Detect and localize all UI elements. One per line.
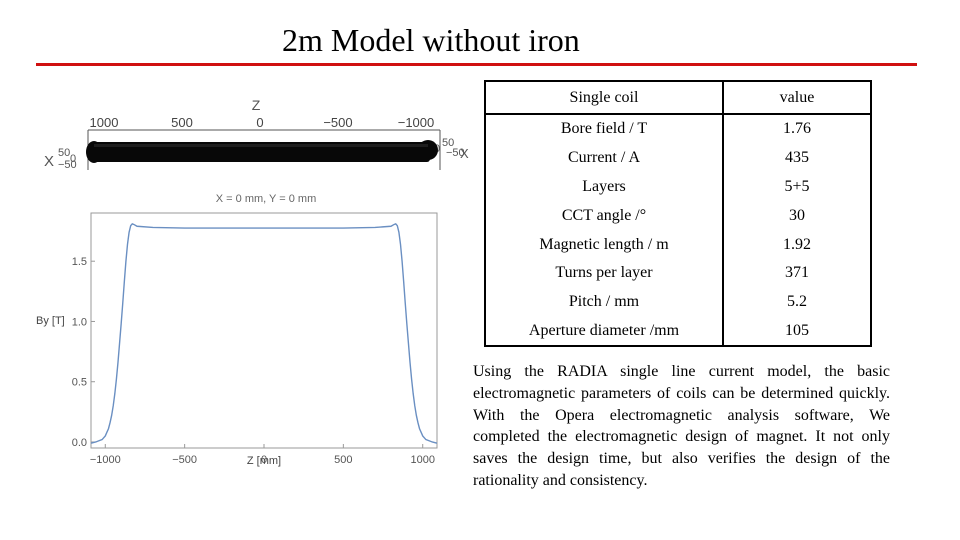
x-tick-label: 0: [261, 454, 267, 466]
param-name: Current / A: [485, 143, 724, 173]
coil-tick-label: 500: [171, 115, 193, 130]
table-header-row: Single coil value: [485, 81, 871, 115]
y-axis-label: By [T]: [36, 315, 65, 327]
param-value: 1.76: [783, 120, 811, 138]
series-line: [90, 223, 438, 444]
coil-right-axis-label: X: [460, 146, 469, 161]
param-name: Layers: [485, 172, 724, 202]
param-name: Pitch / mm: [485, 287, 724, 317]
y-tick-label: 0.0: [72, 437, 87, 449]
table-header-cell: Single coil: [485, 81, 724, 115]
coil-tick-label: 1000: [90, 115, 119, 130]
param-name: CCT angle /°: [485, 201, 724, 231]
x-tick-label: −500: [172, 454, 197, 466]
param-value: 5+5: [784, 177, 810, 195]
param-value: 435: [785, 149, 809, 167]
param-value: 371: [785, 264, 809, 282]
coil-tick-label: 0: [256, 115, 263, 130]
table-row: Layers 5+5: [485, 172, 871, 202]
parameter-table: Single coil value Bore field / T 1.76 Cur…: [484, 80, 872, 348]
x-tick-label: −1000: [90, 454, 121, 466]
table-row: Current / A 435: [485, 143, 871, 173]
plot-frame: [90, 212, 438, 449]
coil-right-tick: −50: [446, 147, 465, 159]
param-name: Bore field / T: [485, 114, 724, 144]
y-tick-label: 1.0: [72, 316, 87, 328]
coil-left-tick: −50: [58, 159, 77, 171]
y-tick-label: 0.5: [72, 377, 87, 389]
table-row: Aperture diameter /mm 105: [485, 316, 871, 347]
title-rule: [36, 63, 917, 66]
coil-winding-end: [418, 140, 438, 160]
x-axis-label: Z [mm]: [247, 455, 281, 467]
coil-left-tick: 50: [58, 147, 70, 159]
slide-title: 2m Model without iron: [282, 22, 580, 58]
table-row: CCT angle /° 30: [485, 201, 871, 231]
chart-title: X = 0 mm, Y = 0 mm: [216, 193, 316, 205]
table-row: Turns per layer 371: [485, 258, 871, 288]
table-header-cell: value: [723, 81, 871, 115]
coil-tick-label: −500: [323, 115, 352, 130]
coil-right-tick: 50: [442, 137, 454, 149]
y-tick-label: 1.5: [72, 256, 87, 268]
coil-left-axis-label: X: [44, 153, 54, 170]
table-row: Bore field / T 1.76: [485, 114, 871, 144]
description-paragraph: Using the RADIA single line current mode…: [473, 363, 890, 489]
param-value: 105: [785, 321, 809, 339]
field-profile-chart: X = 0 mm, Y = 0 mm 0.0 0.5 1.0 1.5 −1000 −50…: [36, 193, 438, 467]
table-row: Pitch / mm 5.2: [485, 287, 871, 317]
param-value: 5.2: [787, 293, 807, 311]
param-name: Magnetic length / m: [485, 230, 724, 259]
coil-tick-label: −1000: [398, 115, 435, 130]
table-row: Magnetic length / m 1.92: [485, 230, 871, 259]
param-value: 30: [789, 206, 805, 224]
coil-view: Z 1000 500 0 −500 −1000 X 50 0 −50 50 0 …: [44, 97, 469, 171]
coil-left-tick: 0: [70, 153, 76, 165]
coil-winding-edge: [94, 144, 428, 147]
param-name: Turns per layer: [485, 258, 724, 288]
coil-axis-label: Z: [252, 97, 261, 113]
param-name: Aperture diameter /mm: [485, 316, 724, 347]
x-tick-label: 1000: [410, 454, 434, 466]
x-tick-label: 500: [334, 454, 352, 466]
param-value: 1.92: [783, 235, 811, 253]
